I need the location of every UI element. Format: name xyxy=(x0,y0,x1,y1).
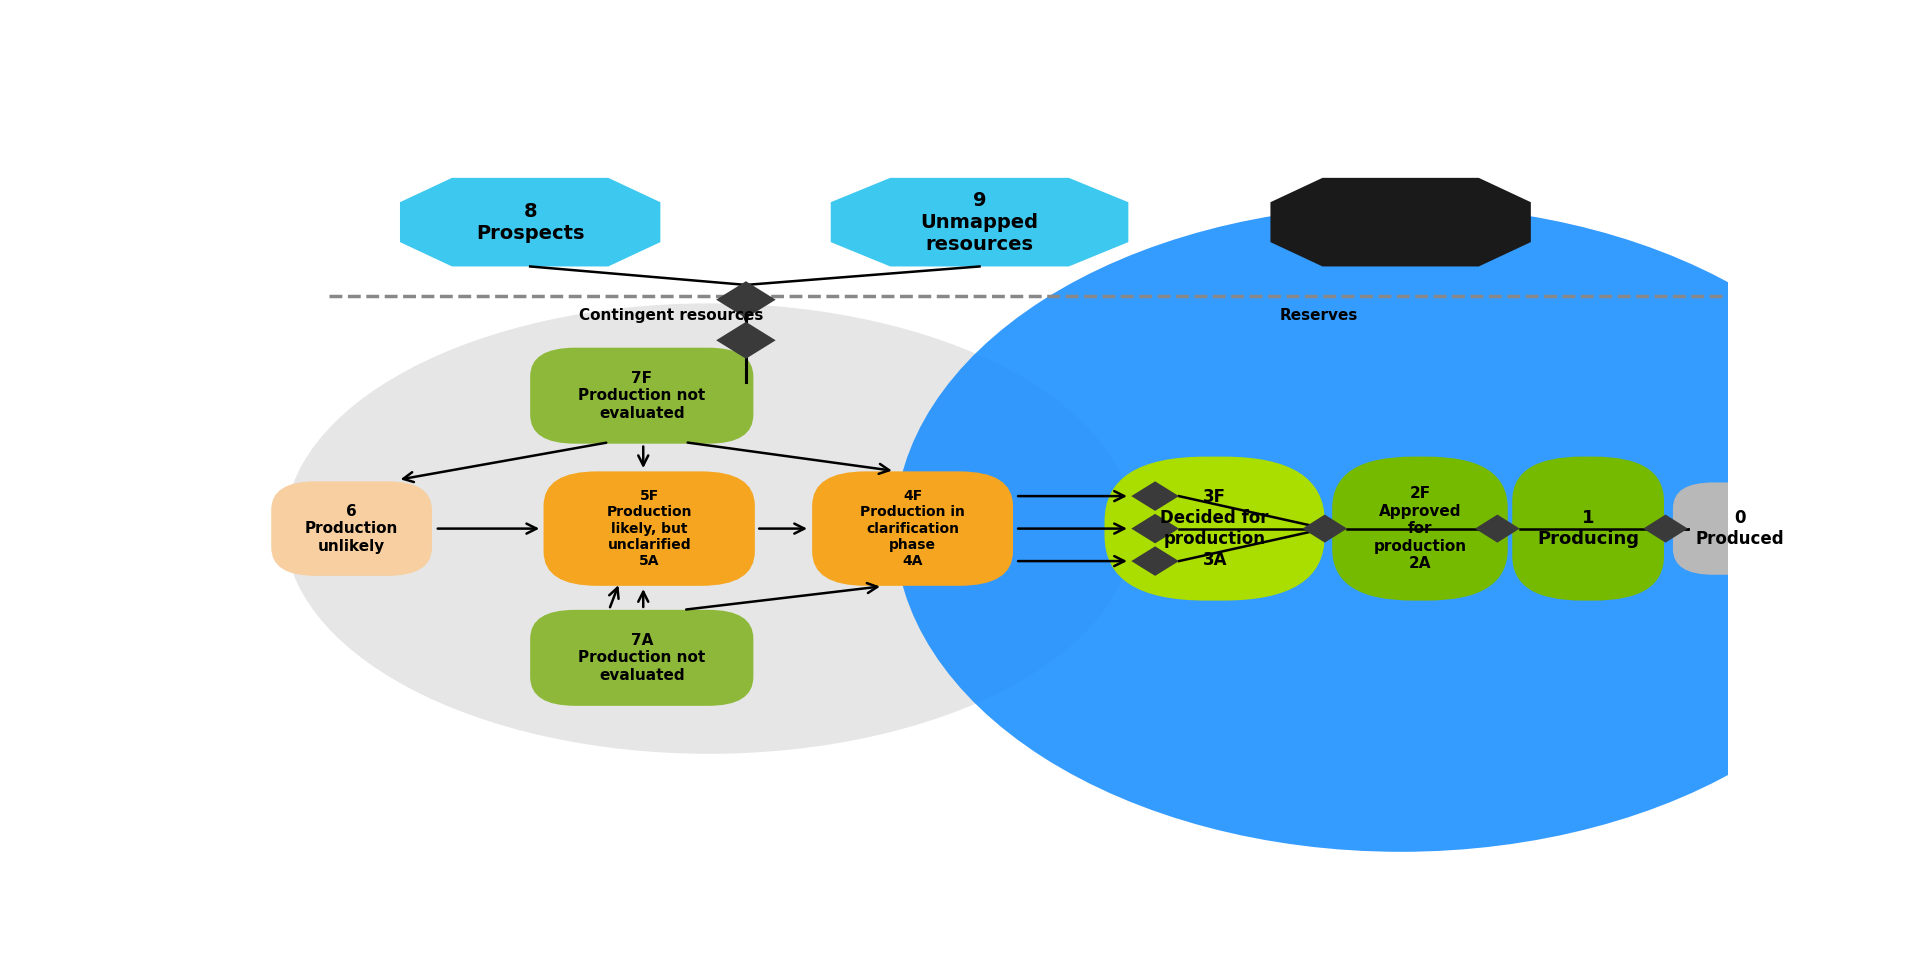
Text: 7A
Production not
evaluated: 7A Production not evaluated xyxy=(578,633,705,683)
FancyBboxPatch shape xyxy=(1513,456,1665,600)
FancyBboxPatch shape xyxy=(271,481,432,575)
Text: 4F
Production in
clarification
phase
4A: 4F Production in clarification phase 4A xyxy=(860,489,966,568)
FancyBboxPatch shape xyxy=(530,348,753,444)
Text: 9
Unmapped
resources: 9 Unmapped resources xyxy=(920,191,1039,253)
Polygon shape xyxy=(1475,515,1519,543)
Circle shape xyxy=(895,205,1907,852)
Text: Contingent resources: Contingent resources xyxy=(580,309,764,323)
FancyBboxPatch shape xyxy=(1332,456,1507,600)
Text: 7F
Production not
evaluated: 7F Production not evaluated xyxy=(578,371,705,421)
Text: 1
Producing: 1 Producing xyxy=(1538,509,1640,548)
Polygon shape xyxy=(1271,177,1530,267)
FancyBboxPatch shape xyxy=(530,610,753,706)
Polygon shape xyxy=(1131,514,1179,544)
Polygon shape xyxy=(1131,547,1179,575)
Text: 2F
Approved
for
production
2A: 2F Approved for production 2A xyxy=(1373,486,1467,571)
Text: 0
Produced: 0 Produced xyxy=(1695,509,1784,548)
Text: 8
Prospects: 8 Prospects xyxy=(476,201,584,243)
Text: 3F
Decided for
production
3A: 3F Decided for production 3A xyxy=(1160,488,1269,569)
Polygon shape xyxy=(716,281,776,318)
Polygon shape xyxy=(716,322,776,359)
Polygon shape xyxy=(399,177,660,267)
FancyBboxPatch shape xyxy=(543,472,755,586)
Polygon shape xyxy=(831,177,1129,267)
Text: Reserves: Reserves xyxy=(1279,309,1357,323)
Polygon shape xyxy=(1644,515,1688,543)
Polygon shape xyxy=(1302,515,1348,543)
Polygon shape xyxy=(1131,481,1179,511)
Text: 6
Production
unlikely: 6 Production unlikely xyxy=(305,503,397,553)
Text: 5F
Production
likely, but
unclarified
5A: 5F Production likely, but unclarified 5A xyxy=(607,489,691,568)
FancyBboxPatch shape xyxy=(1104,456,1325,600)
FancyBboxPatch shape xyxy=(1672,482,1807,574)
FancyBboxPatch shape xyxy=(812,472,1014,586)
Ellipse shape xyxy=(284,303,1133,754)
